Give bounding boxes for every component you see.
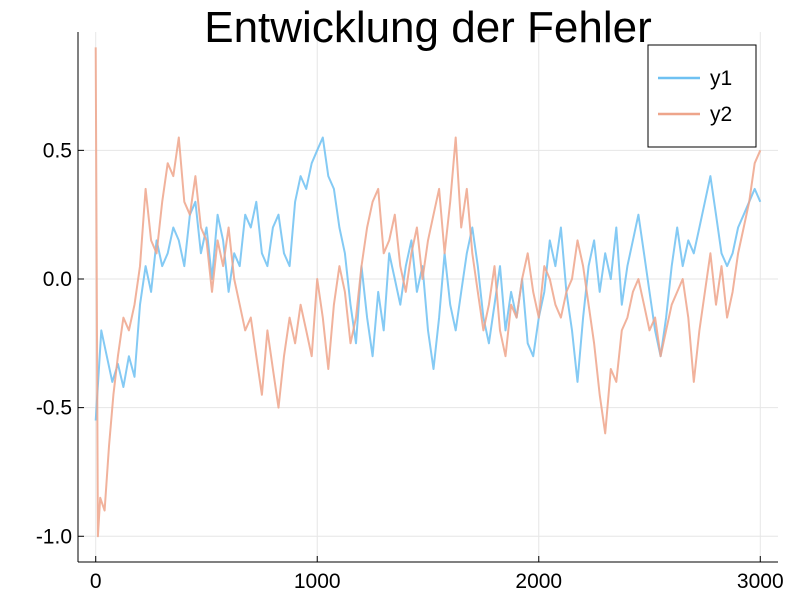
legend-label-y2: y2 — [710, 103, 732, 126]
x-tick-label: 3000 — [737, 570, 784, 593]
plot-area — [94, 47, 762, 538]
x-tick-label: 0 — [90, 570, 102, 593]
chart-title: Entwicklung der Fehler — [204, 3, 652, 52]
y-tick-label: -0.5 — [36, 397, 72, 420]
legend: y1 y2 — [647, 44, 757, 148]
legend-box — [647, 44, 757, 148]
tick-labels: 0 1000 2000 3000 -1.0 -0.5 0.0 0.5 — [36, 139, 784, 593]
series-line-y1 — [94, 136, 762, 421]
grid — [78, 32, 778, 562]
legend-label-y1: y1 — [710, 67, 732, 90]
series-line-y2 — [94, 47, 762, 538]
y-tick-label: -1.0 — [36, 525, 72, 548]
x-tick-label: 2000 — [515, 570, 562, 593]
y-tick-label: 0.5 — [43, 139, 72, 162]
x-tick-label: 1000 — [294, 570, 341, 593]
y-tick-label: 0.0 — [43, 268, 72, 291]
axes — [77, 32, 778, 563]
